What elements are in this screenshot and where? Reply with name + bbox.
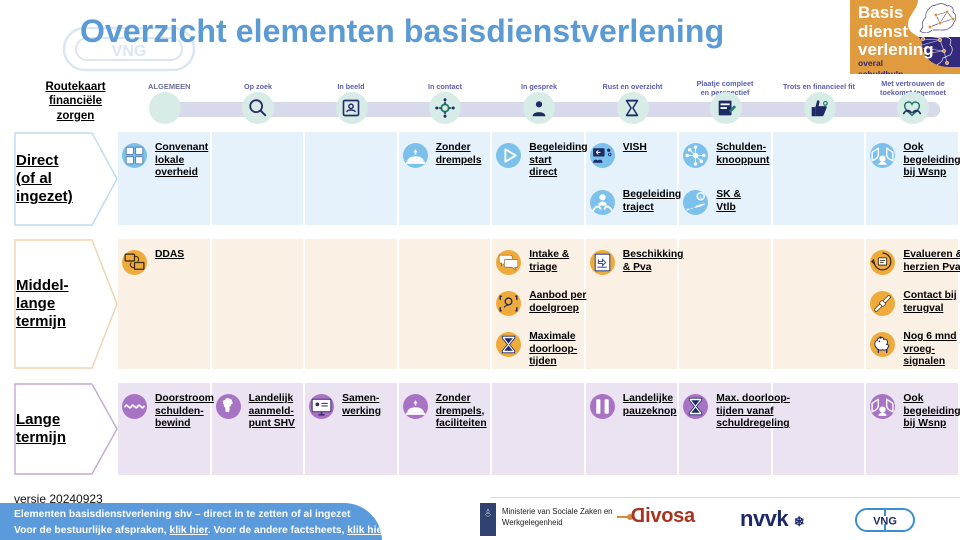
svg-text:VNG: VNG [873,516,897,528]
